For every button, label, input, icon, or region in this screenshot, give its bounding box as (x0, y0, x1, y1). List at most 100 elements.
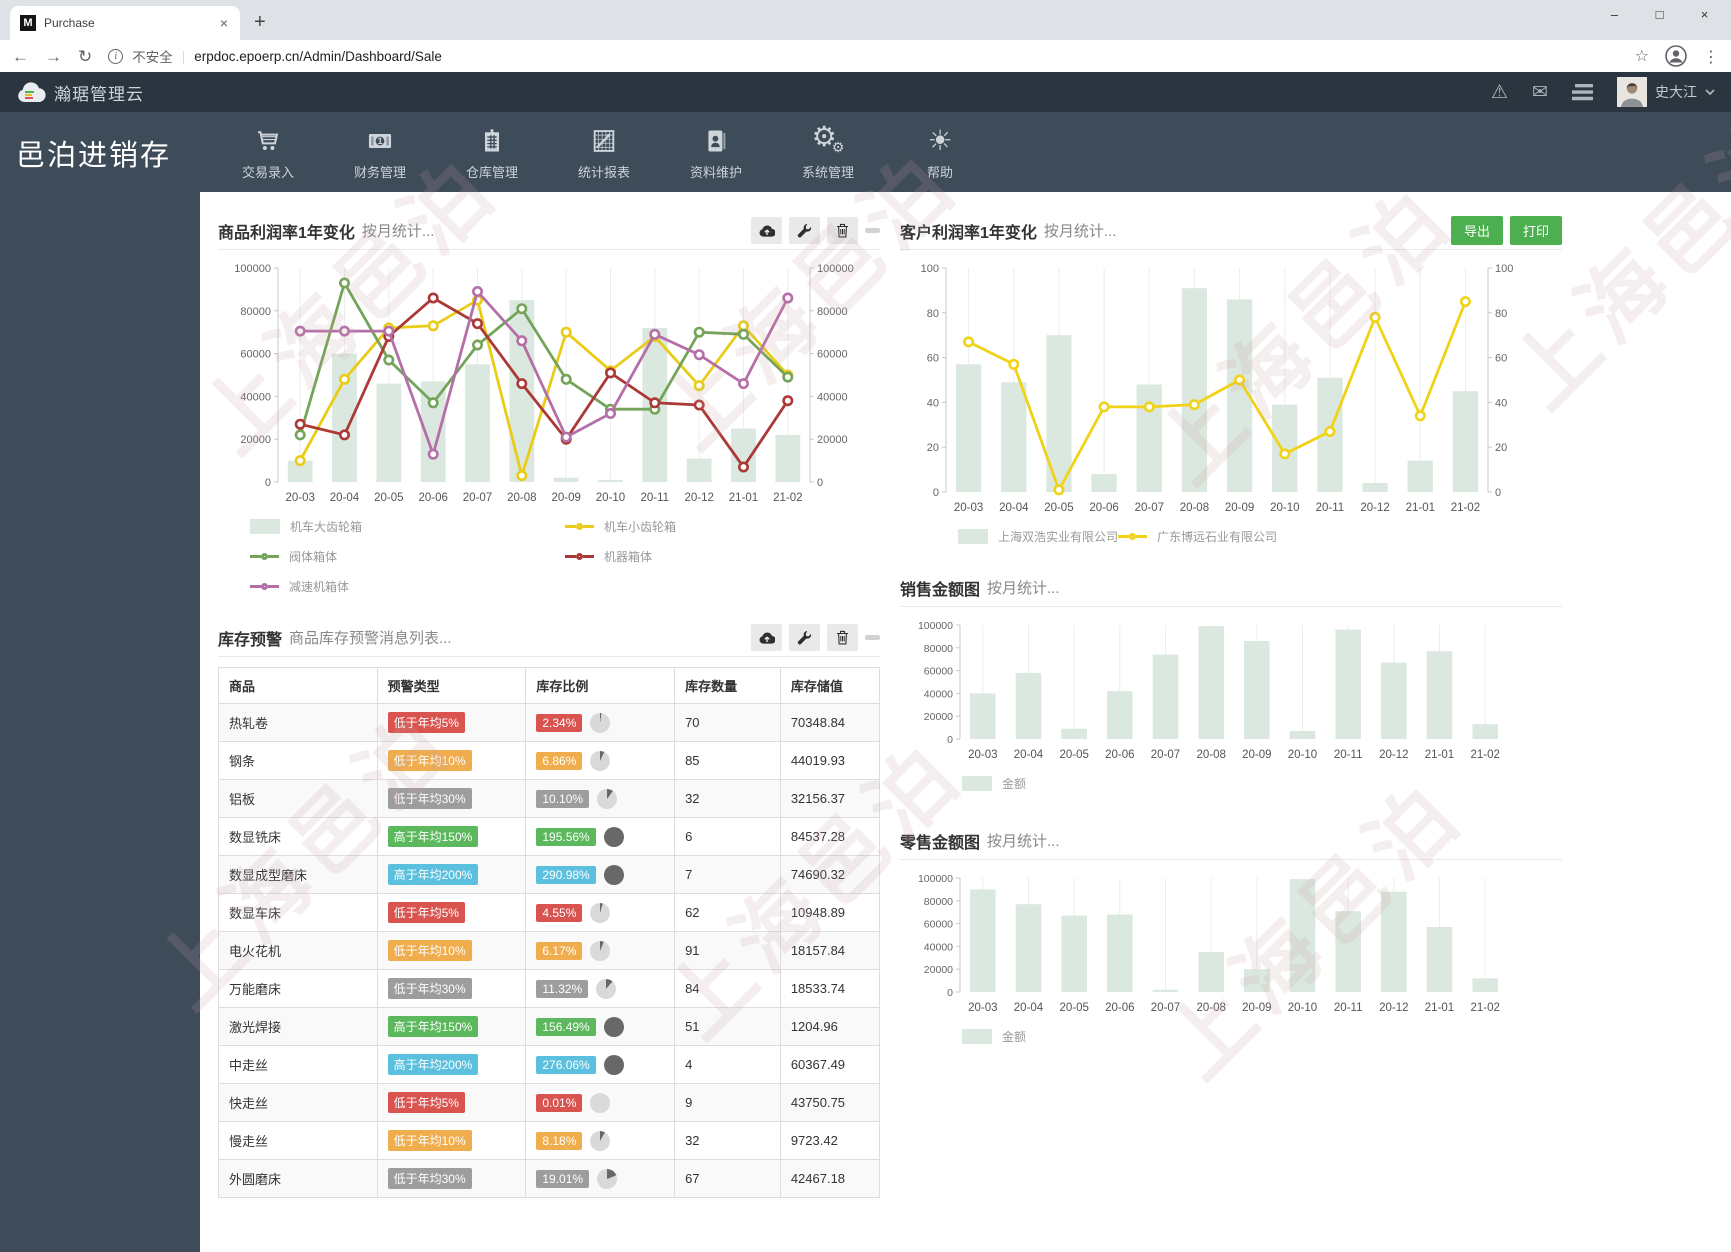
svg-text:20-12: 20-12 (684, 492, 713, 504)
trash-button[interactable] (827, 624, 858, 651)
svg-text:80000: 80000 (924, 643, 953, 655)
stock-value-cell: 18533.74 (779, 969, 881, 1008)
mail-icon[interactable]: ✉ (1532, 81, 1548, 103)
pie-icon (590, 940, 611, 961)
alert-type-badge: 高于年均200% (387, 864, 479, 885)
svg-text:40000: 40000 (924, 941, 953, 953)
legend-item[interactable]: 上海双浩实业有限公司 (958, 528, 1118, 545)
customer-profit-chart: 0 0 20 20 40 40 60 60 80 80 100 100 20-03 20-04 20-05 2… (900, 250, 1562, 518)
tab-favicon: M (20, 15, 36, 31)
cloud-upload-button[interactable] (751, 217, 782, 244)
legend-item[interactable]: 金额 (962, 1028, 1026, 1045)
svg-text:20-04: 20-04 (1014, 1002, 1044, 1014)
svg-text:20-10: 20-10 (596, 492, 625, 504)
legend-item[interactable]: 减速机箱体 (250, 578, 565, 595)
back-icon[interactable]: ← (12, 46, 29, 66)
legend-item[interactable]: 广东博远石业有限公司 (1118, 528, 1277, 545)
drag-handle-icon[interactable] (865, 228, 880, 233)
product-name-cell: 激光焊接 (218, 1007, 378, 1046)
panel-sales-amount: 销售金额图 按月统计... 0 20000 40000 60000 80000 10000… (900, 569, 1562, 792)
svg-text:1: 1 (378, 136, 383, 146)
column-header: 预警类型 (376, 667, 527, 704)
menu-item-transactions[interactable]: 交易录入 (212, 112, 324, 192)
stock-ratio-cell: 11.32% (525, 969, 676, 1008)
stock-ratio-cell: 10.10% (525, 779, 676, 818)
browser-profile-icon[interactable] (1665, 45, 1687, 67)
alert-triangle-icon[interactable]: ⚠ (1491, 81, 1509, 103)
window-maximize-button[interactable]: □ (1655, 6, 1664, 22)
menu-item-warehouse[interactable]: 仓库管理 (436, 112, 548, 192)
legend-item[interactable]: 机车大齿轮箱 (250, 518, 565, 535)
cart-icon (253, 123, 283, 155)
export-button[interactable]: 导出 (1450, 216, 1503, 245)
sales-amount-legend: 金额 (900, 765, 1562, 792)
server-list-icon[interactable] (1572, 83, 1593, 101)
stock-qty-cell: 70 (674, 703, 781, 742)
url-separator: | (181, 48, 186, 64)
site-info-icon[interactable]: i (108, 48, 124, 64)
menu-item-finance[interactable]: 1 财务管理 (324, 112, 436, 192)
alert-type-cell: 低于年均10% (376, 931, 527, 970)
window-close-button[interactable]: × (1700, 6, 1709, 22)
svg-text:20-08: 20-08 (1196, 749, 1225, 761)
alert-type-cell: 高于年均150% (376, 1007, 527, 1046)
window-minimize-button[interactable]: – (1610, 6, 1619, 22)
browser-menu-icon[interactable]: ⋮ (1703, 46, 1719, 66)
ratio-badge: 6.86% (536, 751, 583, 770)
svg-text:20-09: 20-09 (551, 492, 580, 504)
svg-text:20-10: 20-10 (1270, 502, 1299, 514)
legend-item[interactable]: 金额 (962, 775, 1026, 792)
stock-value-cell: 44019.93 (779, 741, 881, 780)
url-bar[interactable]: i 不安全 | erpdoc.epoerp.cn/Admin/Dashboard… (108, 46, 1618, 66)
pie-icon (603, 1016, 624, 1037)
legend-item[interactable]: 阀体箱体 (250, 548, 565, 565)
bookmark-star-icon[interactable]: ☆ (1634, 48, 1649, 65)
reload-icon[interactable]: ↻ (78, 46, 93, 66)
legend-label: 机车大齿轮箱 (290, 520, 363, 534)
stock-qty-cell: 67 (674, 1159, 781, 1198)
svg-text:80: 80 (927, 308, 939, 320)
user-menu[interactable]: 史大江 (1617, 77, 1715, 107)
cloud-upload-button[interactable] (751, 624, 782, 651)
svg-text:20-11: 20-11 (1334, 1002, 1363, 1014)
product-profit-chart: 0 0 20000 20000 40000 40000 60000 60000 80000 800… (218, 250, 880, 508)
sun-icon: ☀ (927, 124, 953, 157)
menu-item-system[interactable]: ⚙ ⚙ 系统管理 (801, 120, 854, 181)
svg-text:80000: 80000 (817, 306, 848, 318)
id-card-icon (701, 123, 731, 155)
stock-qty-cell: 84 (674, 969, 781, 1008)
menu-item-data-maintenance[interactable]: 资料维护 (660, 112, 772, 192)
wrench-button[interactable] (789, 217, 820, 244)
legend-line-swatch (250, 583, 279, 590)
sales-amount-chart: 0 20000 40000 60000 80000 100000 20-03 20-04 20-… (900, 607, 1562, 765)
alert-type-badge: 低于年均5% (387, 1092, 465, 1113)
menu-item-reports[interactable]: 统计报表 (548, 112, 660, 192)
drag-handle-icon[interactable] (865, 635, 880, 640)
legend-label: 机器箱体 (604, 550, 653, 564)
table-row: 激光焊接 高于年均150% 156.49% 51 1204.96 (218, 1007, 881, 1046)
new-tab-button[interactable]: + (254, 11, 266, 33)
svg-text:100: 100 (921, 263, 939, 275)
panel-title: 客户利润率1年变化 (900, 224, 1037, 242)
alert-type-badge: 低于年均10% (387, 940, 472, 961)
svg-text:100000: 100000 (918, 620, 953, 632)
trash-button[interactable] (827, 217, 858, 244)
legend-item[interactable]: 机器箱体 (565, 548, 880, 565)
alert-type-cell: 高于年均200% (376, 1045, 527, 1084)
wrench-button[interactable] (789, 624, 820, 651)
svg-text:20-09: 20-09 (1225, 502, 1254, 514)
alert-type-badge: 低于年均5% (387, 712, 465, 733)
alert-type-cell: 低于年均30% (376, 1159, 527, 1198)
pie-icon (603, 864, 624, 885)
pie-icon (603, 826, 624, 847)
dashboard-main: 商品利润率1年变化 按月统计... (200, 192, 1731, 1252)
browser-tab[interactable]: M Purchase × (10, 6, 240, 40)
alert-type-cell: 低于年均30% (376, 779, 527, 818)
print-button[interactable]: 打印 (1509, 216, 1562, 245)
forward-icon[interactable]: → (45, 46, 62, 66)
tab-close-icon[interactable]: × (219, 15, 228, 31)
svg-text:20-07: 20-07 (463, 492, 492, 504)
menu-item-help[interactable]: ☀ 帮助 (926, 124, 953, 181)
username: 史大江 (1655, 84, 1697, 100)
legend-item[interactable]: 机车小齿轮箱 (565, 518, 880, 535)
